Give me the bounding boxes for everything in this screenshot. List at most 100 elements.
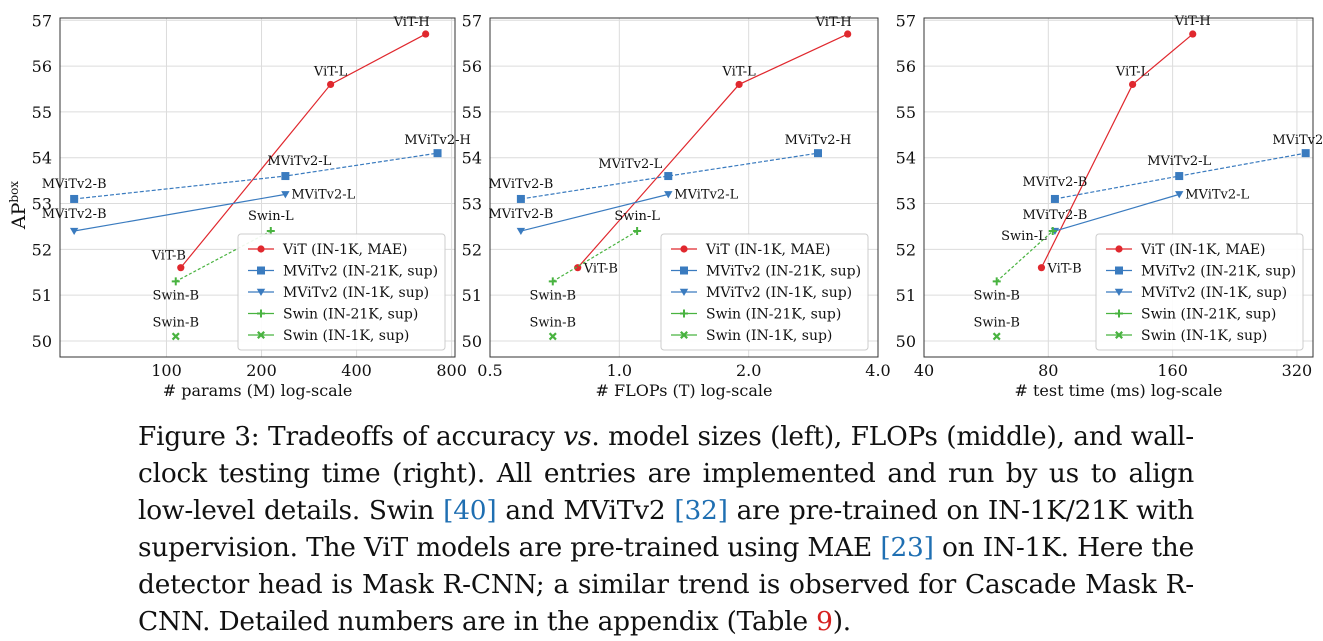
- data-point: [516, 227, 526, 236]
- series-line: [180, 33, 426, 269]
- x-tick-label: 400: [341, 361, 372, 380]
- legend-marker: [680, 245, 688, 253]
- data-point: [1129, 80, 1137, 89]
- point-label: MViTv2-L: [1185, 187, 1249, 202]
- point-label: ViT-H: [1174, 14, 1211, 29]
- point-label: Swin-B: [152, 315, 199, 330]
- series-swin-in-1k-sup: Swin-B: [152, 315, 199, 341]
- series-mvitv2-in-1k-sup: MViTv2-B MViTv2-L: [1022, 187, 1250, 236]
- tick-labels: 50 51 52 53 54 55 56 57 0.5 1.0 2.0 4.0: [462, 11, 891, 380]
- y-tick-label: 55: [32, 103, 52, 122]
- point-label: MViTv2-B: [42, 207, 107, 222]
- citation-mae[interactable]: [23]: [880, 532, 934, 563]
- legend-marker: [1115, 266, 1123, 275]
- caption-part1: . model sizes (left), FLOPs (middle), an…: [138, 421, 1194, 526]
- caption-prefix: Figure 3: Tradeoffs of accuracy: [138, 421, 564, 452]
- point-label: MViTv2-B: [488, 207, 553, 222]
- series-line: [577, 33, 848, 269]
- y-tick-label: 57: [32, 11, 52, 30]
- data-point: [664, 172, 673, 181]
- point-label: MViTv2-B: [488, 177, 553, 192]
- data-point: [1175, 172, 1184, 181]
- y-tick-label: 56: [462, 57, 482, 76]
- series-mvitv2-in-1k-sup: MViTv2-B MViTv2-L: [42, 187, 356, 236]
- point-label: MViTv2-L: [267, 154, 331, 169]
- series-line: [520, 193, 669, 232]
- legend: ViT (IN-1K, MAE) MViTv2 (IN-21K, sup) MViT…: [660, 233, 869, 351]
- point-label: MViTv2-B: [1022, 208, 1087, 223]
- plot-frame: [923, 17, 1314, 358]
- x-tick-label: 40: [914, 361, 934, 380]
- figure-caption: Figure 3: Tradeoffs of accuracy vs. mode…: [138, 418, 1194, 640]
- legend-entry: MViTv2 (IN-1K, sup): [706, 285, 852, 301]
- point-label: MViTv2-L: [598, 157, 662, 172]
- series-line: [175, 230, 272, 282]
- legend-marker: [680, 309, 688, 318]
- data-point: [548, 332, 557, 341]
- y-tick-label: 53: [32, 195, 52, 214]
- series-line: [996, 230, 1054, 282]
- series-vit-in-1k-mae: ViT-B ViT-L ViT-H: [1037, 14, 1211, 277]
- point-label: ViT-L: [313, 64, 348, 79]
- y-tick-label: 52: [462, 240, 482, 259]
- data-point: [1037, 264, 1046, 272]
- data-point: [1175, 191, 1184, 199]
- citation-swin[interactable]: [40]: [443, 495, 497, 526]
- series-vit-in-1k-mae: ViT-B ViT-L ViT-H: [574, 15, 852, 277]
- series-vit-in-1k-mae: ViT-B ViT-L ViT-H: [151, 15, 430, 272]
- legend-entry: MViTv2 (IN-1K, sup): [1141, 285, 1287, 301]
- series-mvitv2-in-21k-sup: MViTv2-B MViTv2-L MViTv2-H: [1022, 133, 1323, 203]
- data-point: [69, 227, 79, 236]
- x-tick-label: 160: [1157, 361, 1188, 380]
- legend-box: [1095, 233, 1304, 351]
- series-line: [552, 230, 638, 282]
- data-point: [735, 80, 743, 89]
- y-tick-label: 55: [462, 103, 482, 122]
- series-swin-in-1k-sup: Swin-B: [973, 315, 1020, 341]
- point-label: Swin-L: [248, 209, 294, 224]
- point-label: ViT-B: [583, 262, 618, 277]
- data-point: [70, 194, 79, 203]
- legend-entry: ViT (IN-1K, MAE): [1140, 242, 1266, 258]
- data-point: [177, 264, 185, 272]
- data-point: [327, 80, 335, 89]
- caption-part3: are pre-trained on IN-1K/21K with superv…: [138, 495, 1194, 563]
- point-label: ViT-H: [393, 15, 430, 30]
- point-label: ViT-B: [151, 249, 186, 264]
- point-label: MViTv2-H: [404, 133, 471, 148]
- table-reference[interactable]: 9: [816, 606, 833, 637]
- point-label: Swin-B: [152, 288, 199, 303]
- y-axis-title: APbox: [7, 181, 30, 230]
- figure-3-charts: APbox 50 51 52 53 54 55 56 57 100 200 400 800 # para…: [7, 11, 1323, 400]
- data-point: [281, 191, 290, 199]
- series-line: [1054, 193, 1180, 232]
- y-tick-label: 50: [32, 332, 52, 351]
- chart-panel-params: 50 51 52 53 54 55 56 57 100 200 400 800 # params (M)…: [32, 11, 471, 400]
- chart-panel-flops: 50 51 52 53 54 55 56 57 0.5 1.0 2.0 4.0 # FLOPs (T) …: [462, 11, 891, 400]
- series-mvitv2-in-1k-sup: MViTv2-B MViTv2-L: [488, 187, 739, 236]
- x-tick-label: 4.0: [865, 361, 890, 380]
- plot-frame: [489, 17, 879, 358]
- x-axis-title: # test time (ms) log-scale: [1014, 381, 1222, 400]
- citation-mvitv2[interactable]: [32]: [674, 495, 728, 526]
- x-tick-label: 100: [151, 361, 182, 380]
- y-tick-label: 53: [896, 195, 916, 214]
- x-axis-title: # params (M) log-scale: [163, 381, 353, 400]
- point-label: MViTv2-B: [1022, 175, 1087, 190]
- data-point: [844, 30, 852, 38]
- caption-suffix: ).: [832, 606, 852, 637]
- plot-frame: [59, 17, 456, 358]
- series-swin-in-21k-sup: Swin-B Swin-L: [530, 209, 661, 303]
- legend-box: [660, 233, 869, 351]
- tick-labels: 50 51 52 53 54 55 56 57 40 80 160 320: [896, 11, 1313, 380]
- series-swin-in-21k-sup: Swin-B Swin-L: [973, 227, 1057, 303]
- legend-entry: Swin (IN-1K, sup): [706, 328, 832, 344]
- legend-entry: MViTv2 (IN-21K, sup): [283, 264, 438, 280]
- series-line: [74, 193, 286, 232]
- point-label: Swin-B: [530, 315, 577, 330]
- legend-marker: [1115, 331, 1123, 339]
- x-tick-label: 80: [1038, 361, 1058, 380]
- x-tick-label: 2.0: [736, 361, 761, 380]
- legend-marker: [1114, 288, 1124, 296]
- point-label: MViTv2-L: [674, 187, 738, 202]
